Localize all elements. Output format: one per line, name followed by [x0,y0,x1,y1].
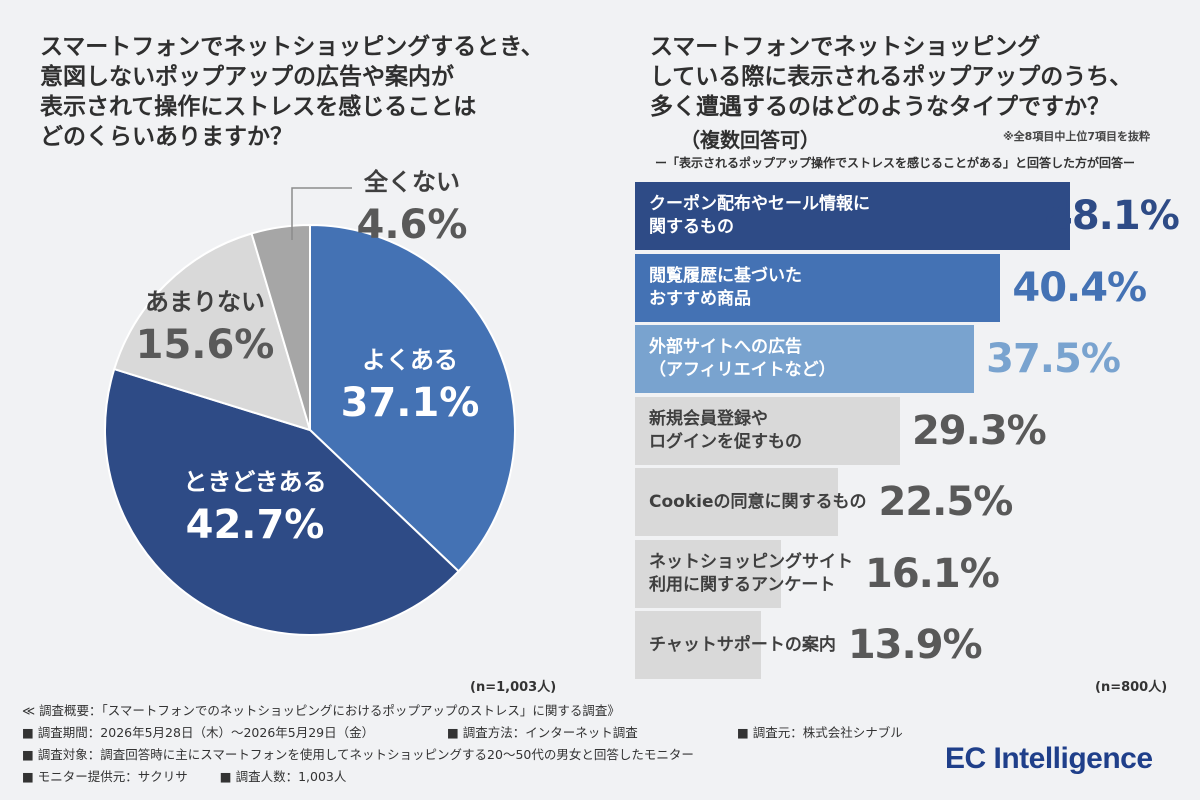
pie-slice [309,223,516,573]
bar-category-label: クーポン配布やセール情報に 関するもの [649,194,870,237]
survey-source: ■ 調査元：株式会社シナブル [737,725,903,740]
bar-row: Cookieの同意に関するもの 22.5% [635,468,1195,536]
survey-target: ■ 調査対象：調査回答時に主にスマートフォンを使用してネットショッピングする20… [22,747,694,762]
bar-row: 外部サイトへの広告 （アフィリエイトなど） 37.5% [635,325,1195,393]
survey-count: ■ 調査人数：1,003人 [219,769,347,784]
left-sample-size: (n=1,003人) [470,680,557,695]
bar-value-label: 16.1% [865,550,1000,597]
pie-leader-line [291,187,352,240]
left-question-title: スマートフォンでネットショッピングするとき、 意図しないポップアップの広告や案内… [40,34,544,150]
survey-footer: ≪ 調査概要：「スマートフォンでのネットショッピングにおけるポップアップのストレ… [22,700,1182,788]
bar [635,539,781,608]
bar [635,325,975,393]
ec-intelligence-logo: EC Intelligence [945,742,1153,775]
bar-category-label: 新規会員登録や ログインを促すもの [649,408,802,452]
bar-category-label: 外部サイトへの広告 （アフィリエイトなど） [649,337,836,380]
right-sample-size: (n=800人) [1095,680,1168,695]
bar-value-label: 37.5% [986,336,1121,382]
pie-slice-label: ときどきある [183,468,326,496]
selection-note: ※全8項目中上位7項目を抜粋 [1002,130,1150,143]
bar-row: 新規会員登録や ログインを促すもの 29.3% [635,396,1195,465]
bar [635,468,839,536]
pie-slice-label: よくある [362,346,458,374]
pie-slice-value: 42.7% [186,502,325,548]
bar-chart: クーポン配布やセール情報に 関するもの 48.1% 閲覧履歴に基づいた おすすめ商品… [635,182,1195,682]
bar-category-label: 閲覧履歴に基づいた おすすめ商品 [649,265,802,309]
respondent-caption: ー「表示されるポップアップ操作でストレスを感じることがある」と回答した方が回答ー [654,156,1135,170]
pie-slice-label: あまりない [145,288,265,316]
right-question-title: スマートフォンでネットショッピング している際に表示されるポップアップのうち、 … [650,34,1133,120]
pie-slice-value: 15.6% [136,322,275,368]
survey-provider: ■ モニター提供元：サクリサ [22,769,188,784]
bar-value-label: 48.1% [1045,193,1180,239]
pie-slice-label: 全くない [363,168,460,196]
survey-overview: ≪ 調査概要：「スマートフォンでのネットショッピングにおけるポップアップのストレ… [22,703,620,718]
pie-slice [250,223,311,431]
right-question-subtitle: （複数回答可） [680,128,820,152]
pie-slice-value: 4.6% [357,202,468,248]
bar-category-label: Cookieの同意に関するもの [649,491,867,512]
bar-value-label: 13.9% [847,622,983,668]
bar-row: 閲覧履歴に基づいた おすすめ商品 40.4% [635,253,1195,322]
pie-chart: よくある 37.1% ときどきある 42.7% あまりない 15.6% 全くない 4.6% [104,168,516,636]
bar-category-label: ネットショッピングサイト 利用に関するアンケート [649,551,853,595]
bar [635,253,1001,322]
bar-row: クーポン配布やセール情報に 関するもの 48.1% [635,182,1195,250]
bar [635,182,1070,250]
pie-slice [104,367,460,636]
bar [635,611,761,679]
bar-value-label: 40.4% [1012,264,1147,311]
pie-slice-value: 37.1% [341,380,480,426]
pie-slice [113,232,312,432]
bar [635,396,900,465]
survey-period: ■ 調査期間：2026年5月28日（木）〜2026年5月29日（金） [22,725,375,740]
survey-method: ■ 調査方法：インターネット調査 [447,725,638,740]
bar-category-label: チャットサポートの案内 [649,634,836,655]
bar-value-label: 29.3% [911,407,1047,454]
bar-value-label: 22.5% [878,479,1014,525]
bar-row: チャットサポートの案内 13.9% [635,611,1195,679]
bar-row: ネットショッピングサイト 利用に関するアンケート 16.1% [635,539,1195,608]
